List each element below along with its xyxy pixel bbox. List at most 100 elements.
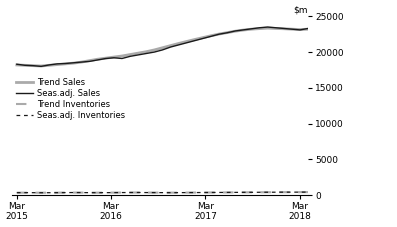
Trend Inventories (87, 191, 92, 194)
Seas.adj. Inventories (31, 191, 35, 194)
Seas.adj. Sales (95, 59, 100, 61)
Trend Inventories (193, 191, 197, 194)
Trend Sales (298, 28, 303, 31)
Trend Sales (233, 30, 238, 32)
Seas.adj. Inventories (289, 191, 294, 193)
Seas.adj. Sales (209, 35, 214, 38)
Trend Sales (23, 64, 27, 67)
Seas.adj. Sales (168, 46, 173, 48)
Trend Inventories (225, 191, 229, 194)
Trend Sales (55, 63, 60, 66)
Text: $m: $m (294, 5, 308, 15)
Seas.adj. Sales (104, 57, 108, 60)
Trend Sales (225, 31, 229, 34)
Trend Sales (63, 62, 68, 65)
Seas.adj. Inventories (209, 191, 214, 194)
Seas.adj. Sales (193, 39, 197, 42)
Seas.adj. Sales (79, 61, 84, 63)
Trend Inventories (104, 191, 108, 194)
Seas.adj. Sales (241, 29, 246, 31)
Seas.adj. Sales (281, 27, 286, 30)
Trend Sales (265, 27, 270, 30)
Trend Sales (176, 42, 181, 45)
Trend Inventories (200, 191, 205, 194)
Seas.adj. Sales (160, 49, 165, 51)
Seas.adj. Inventories (112, 191, 116, 194)
Trend Inventories (47, 191, 52, 194)
Trend Inventories (160, 191, 165, 194)
Seas.adj. Sales (289, 28, 294, 31)
Seas.adj. Sales (39, 65, 43, 68)
Trend Sales (79, 61, 84, 63)
Trend Inventories (112, 191, 116, 194)
Seas.adj. Sales (233, 30, 238, 32)
Trend Inventories (144, 191, 148, 194)
Seas.adj. Sales (176, 44, 181, 46)
Trend Inventories (217, 191, 222, 194)
Seas.adj. Inventories (160, 191, 165, 194)
Trend Inventories (241, 191, 246, 194)
Trend Inventories (168, 191, 173, 194)
Seas.adj. Inventories (233, 191, 238, 194)
Seas.adj. Sales (119, 57, 124, 60)
Seas.adj. Sales (217, 33, 222, 36)
Seas.adj. Sales (55, 62, 60, 65)
Seas.adj. Sales (152, 51, 157, 53)
Trend Sales (217, 33, 222, 35)
Seas.adj. Sales (112, 57, 116, 59)
Legend: Trend Sales, Seas.adj. Sales, Trend Inventories, Seas.adj. Inventories: Trend Sales, Seas.adj. Sales, Trend Inve… (16, 78, 125, 120)
Seas.adj. Inventories (128, 191, 133, 194)
Trend Sales (306, 28, 310, 31)
Trend Sales (144, 50, 148, 53)
Seas.adj. Inventories (104, 191, 108, 194)
Seas.adj. Inventories (79, 191, 84, 194)
Trend Sales (184, 40, 189, 43)
Seas.adj. Inventories (184, 191, 189, 194)
Seas.adj. Inventories (71, 191, 76, 194)
Trend Inventories (95, 191, 100, 194)
Trend Inventories (274, 191, 278, 194)
Trend Sales (160, 46, 165, 49)
Trend Sales (128, 53, 133, 56)
Trend Inventories (136, 191, 141, 194)
Trend Sales (257, 27, 262, 30)
Trend Sales (87, 59, 92, 62)
Trend Inventories (298, 191, 303, 193)
Seas.adj. Inventories (265, 191, 270, 194)
Trend Inventories (209, 191, 214, 194)
Seas.adj. Inventories (39, 191, 43, 194)
Trend Inventories (31, 191, 35, 194)
Seas.adj. Inventories (95, 191, 100, 194)
Seas.adj. Inventories (136, 191, 141, 194)
Trend Inventories (289, 191, 294, 193)
Seas.adj. Sales (128, 55, 133, 58)
Trend Inventories (63, 191, 68, 194)
Seas.adj. Inventories (217, 191, 222, 194)
Trend Inventories (152, 191, 157, 194)
Trend Sales (241, 29, 246, 31)
Trend Inventories (79, 191, 84, 194)
Seas.adj. Sales (14, 63, 19, 66)
Trend Sales (289, 28, 294, 31)
Trend Inventories (176, 191, 181, 194)
Seas.adj. Inventories (225, 191, 229, 194)
Seas.adj. Inventories (298, 191, 303, 193)
Trend Inventories (257, 191, 262, 194)
Trend Inventories (71, 191, 76, 194)
Seas.adj. Sales (257, 26, 262, 29)
Seas.adj. Sales (274, 26, 278, 29)
Trend Sales (119, 55, 124, 57)
Seas.adj. Inventories (281, 191, 286, 194)
Seas.adj. Inventories (249, 191, 254, 194)
Trend Inventories (39, 191, 43, 194)
Seas.adj. Inventories (144, 191, 148, 194)
Trend Sales (95, 58, 100, 61)
Seas.adj. Inventories (168, 191, 173, 194)
Seas.adj. Inventories (176, 191, 181, 194)
Trend Inventories (233, 191, 238, 194)
Seas.adj. Inventories (87, 191, 92, 194)
Trend Sales (209, 35, 214, 37)
Seas.adj. Inventories (200, 191, 205, 194)
Trend Sales (193, 38, 197, 41)
Seas.adj. Inventories (23, 191, 27, 194)
